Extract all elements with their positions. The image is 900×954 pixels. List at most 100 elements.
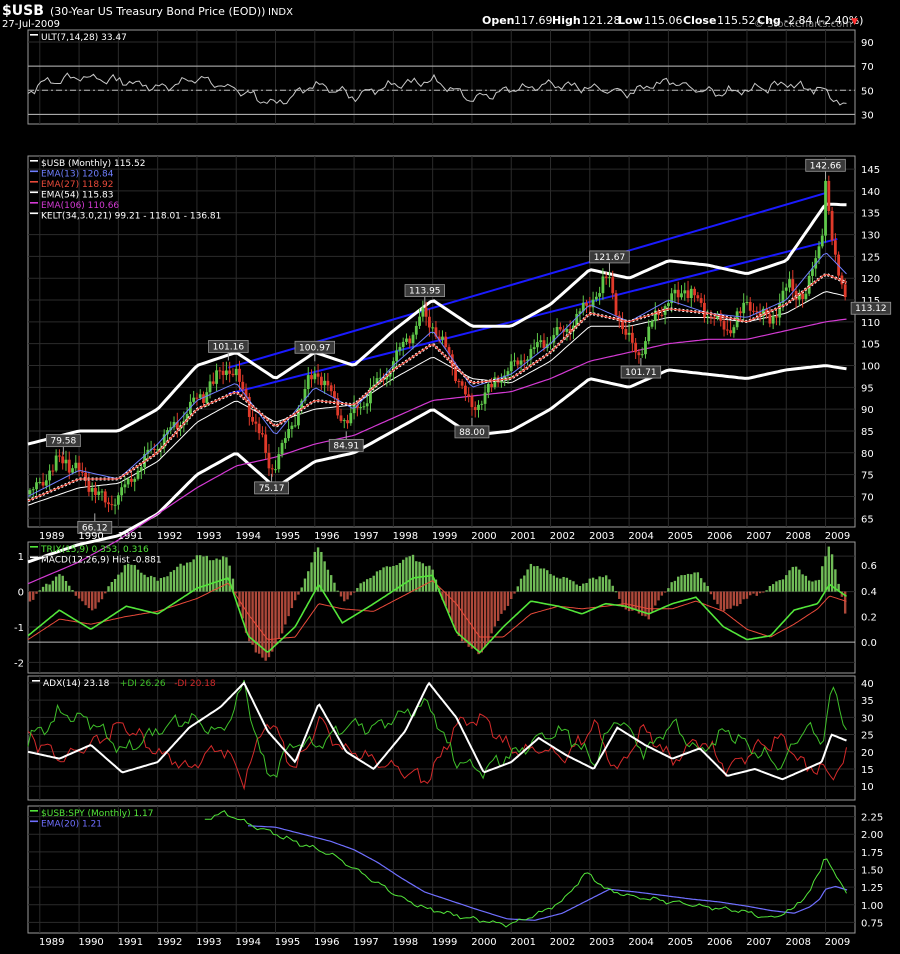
macd-hist-bar-up <box>798 569 801 592</box>
macd-hist-bar-down <box>35 591 38 594</box>
candle-up <box>598 293 602 297</box>
adx-tick-label: 15 <box>861 765 874 776</box>
candle-down <box>94 488 97 495</box>
macd-hist-bar-up <box>388 566 392 592</box>
chart-date: 27-Jul-2009 <box>2 19 60 30</box>
candle-up <box>418 316 421 326</box>
candle-up <box>48 470 52 481</box>
price-annotation-label: 101.71 <box>625 368 657 378</box>
chg-label: Chg <box>757 14 781 27</box>
price-tick-label: 110 <box>861 318 880 329</box>
macd-hist-bar-up <box>303 578 307 592</box>
ratio-tick-label: 0.75 <box>861 918 883 929</box>
price-legend-swatch <box>30 191 38 194</box>
macd-hist-bar-down <box>257 591 261 654</box>
candle-down <box>709 316 713 318</box>
candle-up <box>503 375 507 381</box>
candle-up <box>38 481 42 483</box>
candle-up <box>391 361 395 372</box>
macd-hist-bar-up <box>130 564 133 592</box>
macd-hist-bar-down <box>244 591 248 633</box>
price-legend-text: EMA(27) 118.92 <box>41 180 113 190</box>
candle-up <box>225 370 228 375</box>
macd-hist-bar-up <box>804 575 808 592</box>
candle-up <box>689 288 693 298</box>
candle-up <box>126 478 130 485</box>
candle-up <box>529 349 533 360</box>
trix-right-tick-label: 0.2 <box>861 612 877 623</box>
trix-right-tick-label: 0.0 <box>861 638 877 649</box>
macd-hist-bar-down <box>74 591 77 596</box>
panel-frame-price <box>27 155 856 528</box>
macd-hist-bar-up <box>670 582 673 592</box>
candle-up <box>172 421 176 428</box>
macd-hist-bar-down <box>758 591 762 594</box>
macd-hist-bar-up <box>61 575 64 592</box>
macd-hist-bar-down <box>663 591 667 593</box>
macd-hist-bar-down <box>496 591 500 621</box>
candle-down <box>251 416 254 422</box>
candle-up <box>133 478 137 482</box>
macd-hist-bar-up <box>791 566 794 592</box>
keltner-lower-line <box>27 364 847 564</box>
ratio-x-tick-label: 1995 <box>275 937 300 948</box>
macd-hist-bar-down <box>490 591 493 634</box>
macd-hist-bar-up <box>706 586 709 592</box>
macd-hist-bar-up <box>45 583 48 592</box>
macd-hist-bar-up <box>172 570 176 592</box>
macd-hist-bar-down <box>261 591 264 658</box>
close-label: Close <box>683 14 716 27</box>
macd-hist-bar-down <box>506 591 510 606</box>
candle-up <box>283 438 287 443</box>
price-annotation-box <box>620 365 662 379</box>
macd-left-tick-label: 0 <box>18 588 24 599</box>
ratio-x-tick-label: 2008 <box>786 937 811 948</box>
macd-hist-bar-down <box>644 591 647 617</box>
ratio-x-tick-label: 1997 <box>353 937 378 948</box>
price-x-tick-label: 1990 <box>78 531 103 542</box>
macd-hist-bar-up <box>126 563 130 592</box>
macd-hist-bar-up <box>110 581 114 592</box>
high-label: High <box>552 14 581 27</box>
macd-hist-bar-up <box>336 590 339 592</box>
price-annotation-label: 121.67 <box>594 253 626 263</box>
macd-hist-bar-up <box>162 577 166 592</box>
candle-up <box>644 341 647 355</box>
ratio-x-tick-label: 2001 <box>511 937 536 948</box>
macd-hist-bar-up <box>323 561 326 592</box>
macd-hist-bar-up <box>585 582 588 592</box>
candle-up <box>653 310 657 321</box>
price-trendline <box>228 192 826 369</box>
macd-hist-bar-up <box>523 575 526 592</box>
open-value: 117.69 <box>514 14 553 27</box>
candle-up <box>811 268 814 276</box>
candle-down <box>686 290 690 298</box>
candle-down <box>755 311 759 313</box>
macd-hist-bar-up <box>202 556 205 592</box>
macd-hist-bar-up <box>614 591 618 593</box>
price-annotation-box <box>208 340 249 353</box>
candle-down <box>152 448 156 450</box>
candle-down <box>614 293 618 316</box>
candle-up <box>395 350 399 362</box>
macd-hist-bar-up <box>565 577 569 592</box>
candle-up <box>761 308 765 317</box>
macd-hist-bar-up <box>519 578 523 592</box>
macd-hist-bar-up <box>113 578 117 592</box>
candle-up <box>742 302 746 314</box>
candle-down <box>729 330 732 334</box>
candle-down <box>604 276 608 279</box>
macd-hist-bar-up <box>51 580 55 592</box>
macd-hist-bar-up <box>830 554 834 592</box>
candle-up <box>483 392 487 404</box>
price-annotation-box <box>404 284 446 298</box>
candle-down <box>326 380 330 386</box>
price-legend-swatch <box>30 160 38 162</box>
candle-down <box>254 421 258 424</box>
candle-up <box>532 347 536 350</box>
candle-down <box>310 375 313 380</box>
price-legend-swatch <box>30 212 38 215</box>
macd-hist-bar-up <box>598 576 601 592</box>
candle-up <box>303 389 307 401</box>
candle-up <box>771 316 775 324</box>
